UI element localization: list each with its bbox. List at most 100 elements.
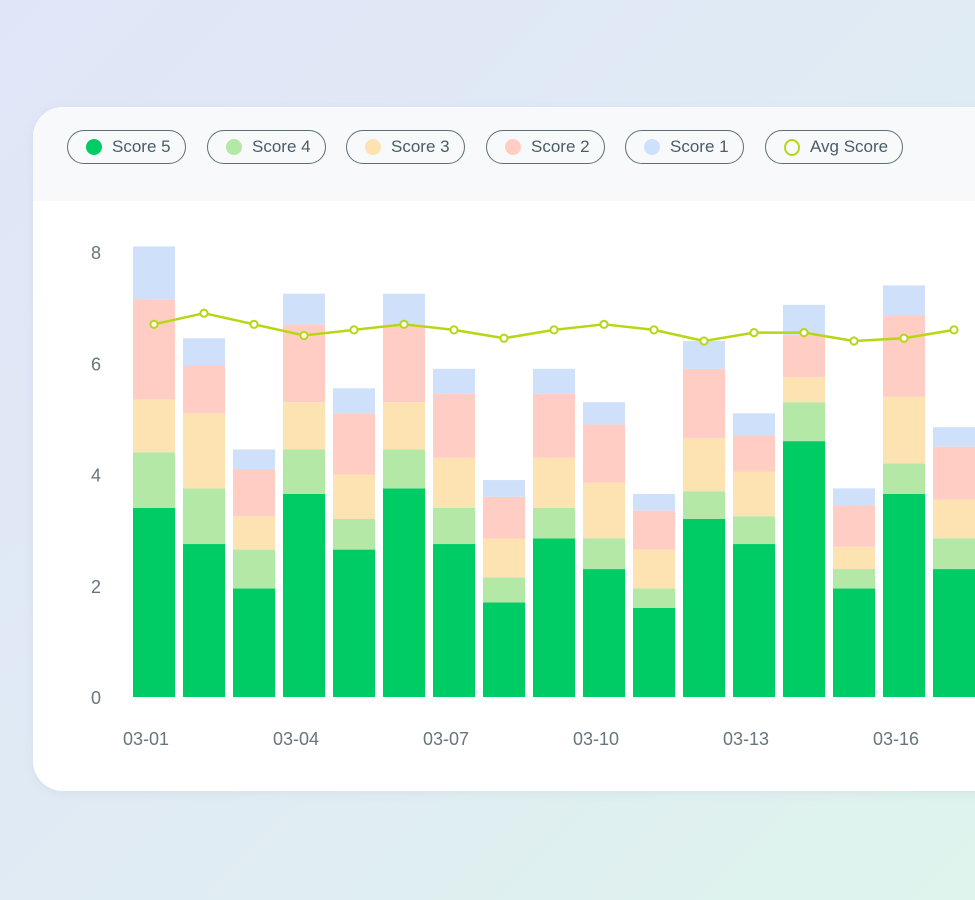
bar-segment-score-2[interactable] (383, 324, 425, 403)
bar-segment-score-1[interactable] (233, 449, 275, 469)
bar-segment-score-4[interactable] (633, 588, 675, 608)
bar-segment-score-2[interactable] (233, 468, 275, 517)
bar-segment-score-2[interactable] (333, 413, 375, 475)
legend-chip-score-3[interactable]: Score 3 (346, 130, 465, 164)
bar-segment-score-3[interactable] (683, 438, 725, 492)
bar-segment-score-3[interactable] (633, 549, 675, 589)
legend-chip-score-5[interactable]: Score 5 (67, 130, 186, 164)
bar-stack-03-13[interactable] (733, 413, 775, 697)
bar-segment-score-4[interactable] (833, 569, 875, 589)
bar-segment-score-4[interactable] (233, 549, 275, 589)
avg-score-point[interactable] (399, 319, 409, 329)
bar-stack-03-08[interactable] (483, 480, 525, 697)
bar-stack-03-05[interactable] (333, 388, 375, 697)
bar-segment-score-5[interactable] (333, 549, 375, 697)
bar-segment-score-5[interactable] (583, 569, 625, 697)
bar-segment-score-1[interactable] (833, 488, 875, 506)
bar-stack-03-02[interactable] (183, 338, 225, 697)
bar-segment-score-3[interactable] (583, 482, 625, 539)
bar-segment-score-3[interactable] (333, 474, 375, 520)
bar-segment-score-1[interactable] (733, 413, 775, 436)
bar-stack-03-10[interactable] (583, 402, 625, 697)
bar-segment-score-2[interactable] (733, 435, 775, 472)
bar-segment-score-2[interactable] (933, 446, 975, 500)
bar-segment-score-2[interactable] (533, 393, 575, 458)
bar-segment-score-3[interactable] (433, 457, 475, 508)
legend-chip-score-1[interactable]: Score 1 (625, 130, 744, 164)
bar-segment-score-4[interactable] (733, 516, 775, 545)
bar-segment-score-3[interactable] (933, 499, 975, 539)
bar-stack-03-15[interactable] (833, 488, 875, 697)
bar-segment-score-4[interactable] (783, 402, 825, 442)
bar-segment-score-1[interactable] (683, 341, 725, 369)
bar-stack-03-14[interactable] (783, 304, 825, 697)
legend-chip-avg-score[interactable]: Avg Score (765, 130, 904, 164)
bar-segment-score-1[interactable] (183, 338, 225, 367)
bar-segment-score-4[interactable] (683, 491, 725, 519)
bar-segment-score-5[interactable] (733, 544, 775, 697)
bar-segment-score-4[interactable] (283, 449, 325, 494)
bar-stack-03-01[interactable] (133, 246, 175, 697)
bar-stack-03-12[interactable] (683, 341, 725, 697)
bar-segment-score-3[interactable] (133, 399, 175, 453)
avg-score-point[interactable] (549, 325, 559, 335)
bar-segment-score-3[interactable] (383, 402, 425, 450)
bar-segment-score-1[interactable] (933, 427, 975, 447)
bar-segment-score-4[interactable] (533, 507, 575, 539)
bar-stack-03-04[interactable] (283, 293, 325, 697)
bar-segment-score-2[interactable] (583, 424, 625, 483)
bar-segment-score-2[interactable] (783, 335, 825, 378)
bar-segment-score-4[interactable] (883, 463, 925, 494)
avg-score-point[interactable] (849, 336, 859, 346)
bar-segment-score-5[interactable] (783, 441, 825, 697)
bar-segment-score-5[interactable] (283, 493, 325, 697)
bar-segment-score-5[interactable] (533, 538, 575, 697)
avg-score-point[interactable] (199, 308, 209, 318)
bar-segment-score-3[interactable] (283, 402, 325, 450)
bar-segment-score-2[interactable] (633, 510, 675, 550)
bar-stack-03-11[interactable] (633, 493, 675, 697)
bar-segment-score-4[interactable] (383, 449, 425, 489)
bar-segment-score-1[interactable] (583, 402, 625, 425)
avg-score-point[interactable] (699, 336, 709, 346)
legend-chip-score-4[interactable]: Score 4 (207, 130, 326, 164)
avg-score-point[interactable] (149, 319, 159, 329)
avg-score-point[interactable] (599, 319, 609, 329)
bar-segment-score-4[interactable] (433, 507, 475, 545)
bar-segment-score-3[interactable] (883, 396, 925, 464)
bar-segment-score-2[interactable] (683, 368, 725, 439)
bar-segment-score-4[interactable] (483, 577, 525, 603)
bar-stack-03-06[interactable] (383, 293, 425, 697)
avg-score-point[interactable] (799, 328, 809, 338)
bar-stack-03-07[interactable] (433, 368, 475, 697)
bar-segment-score-1[interactable] (333, 388, 375, 414)
bar-segment-score-1[interactable] (383, 293, 425, 325)
bar-stack-03-17[interactable] (933, 427, 975, 697)
bar-stack-03-09[interactable] (533, 368, 575, 697)
avg-score-point[interactable] (649, 325, 659, 335)
bar-segment-score-1[interactable] (283, 293, 325, 325)
bar-segment-score-3[interactable] (483, 538, 525, 578)
bar-segment-score-1[interactable] (133, 246, 175, 300)
bar-segment-score-1[interactable] (483, 480, 525, 497)
bar-stack-03-03[interactable] (233, 449, 275, 697)
bar-segment-score-4[interactable] (133, 452, 175, 508)
avg-score-point[interactable] (249, 319, 259, 329)
avg-score-point[interactable] (299, 330, 309, 341)
bar-segment-score-5[interactable] (933, 569, 975, 697)
bar-segment-score-2[interactable] (433, 393, 475, 458)
avg-score-point[interactable] (899, 333, 909, 343)
bar-segment-score-2[interactable] (833, 505, 875, 547)
bar-segment-score-3[interactable] (533, 457, 575, 508)
bar-segment-score-2[interactable] (183, 366, 225, 414)
bar-segment-score-3[interactable] (783, 377, 825, 403)
bar-segment-score-2[interactable] (483, 496, 525, 539)
bar-segment-score-4[interactable] (333, 519, 375, 550)
bar-segment-score-5[interactable] (183, 544, 225, 697)
avg-score-point[interactable] (499, 333, 509, 343)
bar-segment-score-2[interactable] (883, 315, 925, 397)
bar-segment-score-1[interactable] (533, 368, 575, 394)
avg-score-point[interactable] (349, 325, 359, 335)
bar-segment-score-3[interactable] (733, 471, 775, 517)
bar-segment-score-3[interactable] (833, 546, 875, 570)
